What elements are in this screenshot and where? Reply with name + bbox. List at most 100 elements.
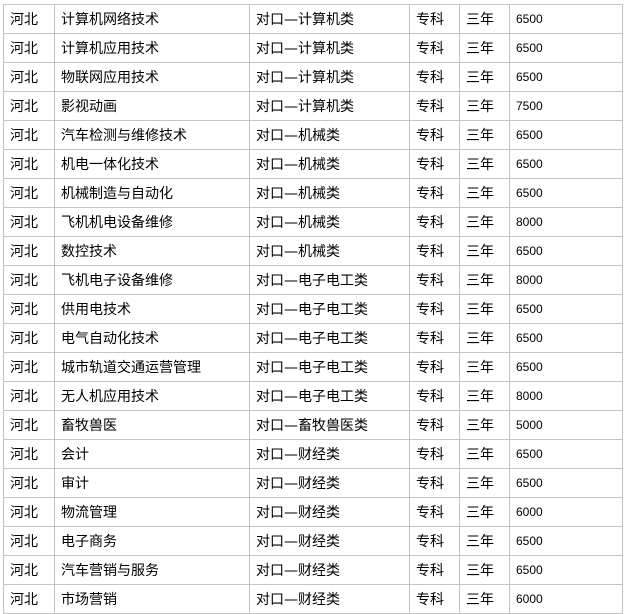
- level-cell: 专科: [409, 381, 460, 411]
- major-cell: 会计: [54, 439, 250, 469]
- level-cell: 专科: [409, 410, 460, 440]
- province-cell: 河北: [3, 555, 55, 585]
- table-row: 河北 物流管理 对口—财经类 专科 三年 6000: [3, 497, 623, 527]
- category-cell: 对口—电子电工类: [249, 352, 410, 382]
- province-cell: 河北: [3, 178, 55, 208]
- province-cell: 河北: [3, 207, 55, 237]
- province-cell: 河北: [3, 120, 55, 150]
- duration-cell: 三年: [459, 4, 510, 34]
- table-row: 河北 审计 对口—财经类 专科 三年 6500: [3, 468, 623, 498]
- level-cell: 专科: [409, 468, 460, 498]
- province-cell: 河北: [3, 91, 55, 121]
- category-cell: 对口—机械类: [249, 236, 410, 266]
- major-cell: 电子商务: [54, 526, 250, 556]
- fee-cell: 6500: [509, 294, 623, 324]
- fee-cell: 7500: [509, 91, 623, 121]
- major-cell: 供用电技术: [54, 294, 250, 324]
- duration-cell: 三年: [459, 62, 510, 92]
- table-row: 河北 计算机应用技术 对口—计算机类 专科 三年 6500: [3, 33, 623, 63]
- fee-cell: 6000: [509, 584, 623, 614]
- duration-cell: 三年: [459, 178, 510, 208]
- province-cell: 河北: [3, 468, 55, 498]
- table-row: 河北 数控技术 对口—机械类 专科 三年 6500: [3, 236, 623, 266]
- level-cell: 专科: [409, 526, 460, 556]
- duration-cell: 三年: [459, 120, 510, 150]
- category-cell: 对口—计算机类: [249, 91, 410, 121]
- major-cell: 畜牧兽医: [54, 410, 250, 440]
- category-cell: 对口—财经类: [249, 439, 410, 469]
- duration-cell: 三年: [459, 91, 510, 121]
- major-cell: 机械制造与自动化: [54, 178, 250, 208]
- category-cell: 对口—电子电工类: [249, 323, 410, 353]
- duration-cell: 三年: [459, 323, 510, 353]
- category-cell: 对口—计算机类: [249, 33, 410, 63]
- province-cell: 河北: [3, 410, 55, 440]
- duration-cell: 三年: [459, 265, 510, 295]
- province-cell: 河北: [3, 265, 55, 295]
- fee-cell: 6500: [509, 33, 623, 63]
- table-row: 河北 计算机网络技术 对口—计算机类 专科 三年 6500: [3, 4, 623, 34]
- major-cell: 无人机应用技术: [54, 381, 250, 411]
- province-cell: 河北: [3, 33, 55, 63]
- duration-cell: 三年: [459, 555, 510, 585]
- category-cell: 对口—电子电工类: [249, 265, 410, 295]
- province-cell: 河北: [3, 497, 55, 527]
- province-cell: 河北: [3, 236, 55, 266]
- fee-cell: 6500: [509, 236, 623, 266]
- major-cell: 机电一体化技术: [54, 149, 250, 179]
- table-row: 河北 物联网应用技术 对口—计算机类 专科 三年 6500: [3, 62, 623, 92]
- major-cell: 市场营销: [54, 584, 250, 614]
- category-cell: 对口—财经类: [249, 526, 410, 556]
- level-cell: 专科: [409, 323, 460, 353]
- table-row: 河北 影视动画 对口—计算机类 专科 三年 7500: [3, 91, 623, 121]
- fee-cell: 6000: [509, 497, 623, 527]
- major-cell: 物联网应用技术: [54, 62, 250, 92]
- level-cell: 专科: [409, 178, 460, 208]
- table-row: 河北 无人机应用技术 对口—电子电工类 专科 三年 8000: [3, 381, 623, 411]
- fee-cell: 6500: [509, 468, 623, 498]
- category-cell: 对口—财经类: [249, 555, 410, 585]
- level-cell: 专科: [409, 265, 460, 295]
- level-cell: 专科: [409, 33, 460, 63]
- duration-cell: 三年: [459, 352, 510, 382]
- level-cell: 专科: [409, 497, 460, 527]
- category-cell: 对口—机械类: [249, 149, 410, 179]
- level-cell: 专科: [409, 4, 460, 34]
- table-row: 河北 飞机电子设备维修 对口—电子电工类 专科 三年 8000: [3, 265, 623, 295]
- duration-cell: 三年: [459, 294, 510, 324]
- major-cell: 物流管理: [54, 497, 250, 527]
- table-row: 河北 会计 对口—财经类 专科 三年 6500: [3, 439, 623, 469]
- level-cell: 专科: [409, 584, 460, 614]
- duration-cell: 三年: [459, 584, 510, 614]
- province-cell: 河北: [3, 4, 55, 34]
- category-cell: 对口—计算机类: [249, 4, 410, 34]
- table-row: 河北 电子商务 对口—财经类 专科 三年 6500: [3, 526, 623, 556]
- province-cell: 河北: [3, 323, 55, 353]
- table-row: 河北 飞机机电设备维修 对口—机械类 专科 三年 8000: [3, 207, 623, 237]
- province-cell: 河北: [3, 62, 55, 92]
- fee-cell: 6500: [509, 439, 623, 469]
- fee-cell: 8000: [509, 381, 623, 411]
- table-row: 河北 畜牧兽医 对口—畜牧兽医类 专科 三年 5000: [3, 410, 623, 440]
- fee-cell: 8000: [509, 265, 623, 295]
- level-cell: 专科: [409, 149, 460, 179]
- level-cell: 专科: [409, 294, 460, 324]
- table-row: 河北 机械制造与自动化 对口—机械类 专科 三年 6500: [3, 178, 623, 208]
- category-cell: 对口—计算机类: [249, 62, 410, 92]
- fee-cell: 6500: [509, 555, 623, 585]
- duration-cell: 三年: [459, 526, 510, 556]
- table-row: 河北 汽车营销与服务 对口—财经类 专科 三年 6500: [3, 555, 623, 585]
- level-cell: 专科: [409, 555, 460, 585]
- duration-cell: 三年: [459, 207, 510, 237]
- table-row: 河北 汽车检测与维修技术 对口—机械类 专科 三年 6500: [3, 120, 623, 150]
- fee-cell: 6500: [509, 149, 623, 179]
- fee-cell: 6500: [509, 352, 623, 382]
- province-cell: 河北: [3, 149, 55, 179]
- province-cell: 河北: [3, 294, 55, 324]
- major-cell: 数控技术: [54, 236, 250, 266]
- major-cell: 计算机应用技术: [54, 33, 250, 63]
- major-cell: 电气自动化技术: [54, 323, 250, 353]
- major-cell: 影视动画: [54, 91, 250, 121]
- level-cell: 专科: [409, 207, 460, 237]
- table-body: 河北 计算机网络技术 对口—计算机类 专科 三年 6500 河北 计算机应用技术 对口—计算机类…: [3, 4, 623, 614]
